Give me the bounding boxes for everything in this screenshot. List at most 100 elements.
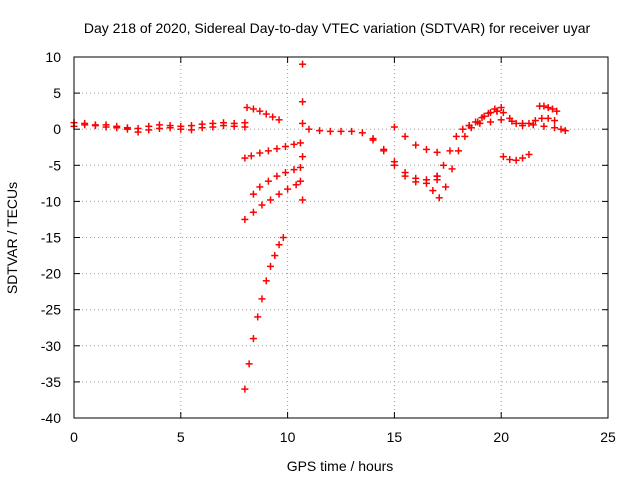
x-tick-label: 15 [387, 429, 403, 445]
data-point [480, 112, 488, 120]
data-point [508, 117, 516, 125]
data-point [249, 208, 257, 216]
data-point [401, 132, 409, 140]
data-point [256, 183, 264, 191]
series-arc-17 [536, 102, 561, 115]
data-point [258, 295, 266, 303]
data-point [493, 107, 501, 115]
data-point [245, 360, 253, 368]
data-point [551, 117, 559, 125]
data-point [519, 119, 527, 127]
data-point [264, 147, 272, 155]
data-point [299, 196, 307, 204]
data-point [551, 124, 559, 132]
data-point [254, 313, 262, 321]
data-point [548, 105, 556, 113]
data-point [442, 183, 450, 191]
data-point [271, 252, 279, 260]
grid [74, 57, 608, 418]
data-point [273, 172, 281, 180]
data-point [299, 153, 307, 161]
data-point [429, 187, 437, 195]
data-point [166, 122, 174, 130]
x-axis-label: GPS time / hours [287, 458, 394, 474]
data-point [412, 141, 420, 149]
data-point [448, 165, 456, 173]
series-arc-10 [369, 136, 441, 187]
data-point [279, 234, 287, 241]
data-point [123, 124, 131, 132]
data-point [299, 119, 307, 127]
data-point [422, 179, 430, 187]
series-arc-8 [299, 60, 307, 204]
data-point [264, 177, 272, 185]
data-point [446, 147, 454, 155]
data-point [316, 127, 324, 135]
y-tick-label: 0 [53, 121, 61, 137]
data-point [401, 172, 409, 180]
data-point [529, 121, 537, 129]
data-point [553, 107, 561, 115]
data-point [326, 127, 334, 135]
data-point [284, 185, 292, 193]
y-tick-label: -30 [41, 338, 61, 354]
y-tick-label: -5 [49, 157, 62, 173]
data-point [241, 215, 249, 223]
data-point [561, 127, 569, 135]
data-point [262, 110, 270, 118]
data-point [422, 145, 430, 153]
data-point [155, 121, 163, 129]
y-tick-label: -25 [41, 302, 61, 318]
x-tick-label: 20 [493, 429, 509, 445]
data-point [557, 125, 565, 133]
data-point [538, 114, 546, 122]
series-arc-12 [433, 104, 505, 180]
data-point [241, 385, 249, 393]
data-point [281, 169, 289, 177]
y-tick-label: -35 [41, 374, 61, 390]
data-point [390, 123, 398, 131]
x-tick-label: 0 [70, 429, 78, 445]
data-point [290, 166, 298, 174]
data-point [281, 143, 289, 151]
data-point [269, 113, 277, 121]
data-point [113, 122, 121, 130]
data-point [273, 145, 281, 153]
data-point [241, 119, 249, 127]
data-point [525, 119, 533, 127]
data-points [70, 60, 569, 393]
series-arc-11 [390, 123, 441, 156]
series-arc-6 [241, 177, 304, 223]
data-point [499, 153, 507, 161]
x-tick-label: 5 [177, 429, 185, 445]
data-point [258, 201, 266, 209]
data-point [290, 140, 298, 148]
x-tick-label: 25 [600, 429, 616, 445]
data-point [497, 104, 505, 112]
y-tick-label: -40 [41, 410, 61, 426]
data-point [497, 116, 505, 124]
y-tick-label: -15 [41, 230, 61, 246]
data-point [275, 116, 283, 124]
data-point [220, 119, 228, 127]
data-point [249, 335, 257, 343]
series-arc-7 [241, 234, 287, 393]
data-point [296, 163, 304, 171]
data-point [540, 102, 548, 110]
series-arc-2 [70, 119, 249, 132]
data-point [256, 149, 264, 157]
data-point [452, 132, 460, 140]
data-point [275, 190, 283, 198]
data-point [544, 114, 552, 122]
data-point [454, 147, 462, 155]
data-point [525, 150, 533, 158]
data-point [134, 124, 142, 132]
chart-title: Day 218 of 2020, Sidereal Day-to-day VTE… [84, 20, 591, 36]
data-point [512, 156, 520, 164]
data-point [187, 122, 195, 130]
y-axis-label: SDTVAR / TECUs [4, 182, 20, 294]
data-point [440, 161, 448, 169]
data-point [506, 156, 514, 164]
data-point [487, 118, 495, 126]
